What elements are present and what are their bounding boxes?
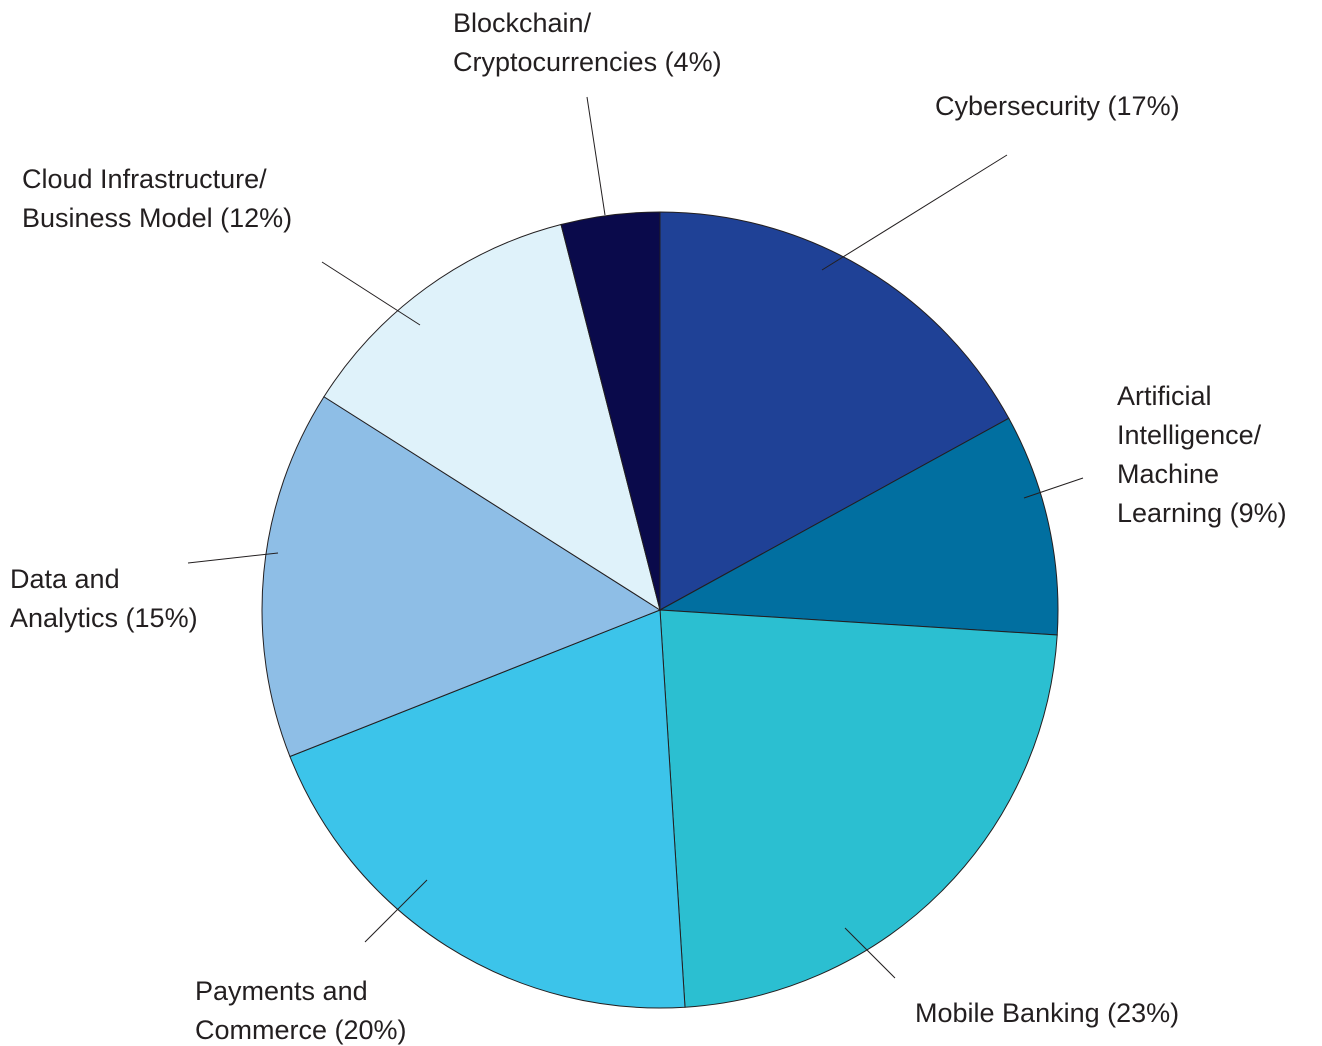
slice-label: Mobile Banking (23%) (915, 998, 1179, 1028)
pie-slice (560, 211, 661, 611)
slice-label: Learning (9%) (1117, 498, 1287, 528)
slice-label: Business Model (12%) (22, 203, 292, 233)
slice-label: Machine (1117, 459, 1219, 489)
leader-line (821, 154, 1008, 271)
pie-slice (659, 609, 1058, 1008)
pie-slice (658, 417, 1059, 636)
leader-line (187, 552, 279, 564)
leader-line (321, 261, 421, 326)
slice-label: Cryptocurrencies (4%) (453, 47, 722, 77)
leader-line (586, 96, 606, 216)
slice-label: Payments and (195, 976, 368, 1006)
leader-line (844, 927, 896, 979)
slice-label: Blockchain/ (453, 8, 592, 38)
slice-label: Artificial (1117, 381, 1212, 411)
slice-label: Data and (10, 564, 120, 594)
slice-label: Analytics (15%) (10, 603, 198, 633)
slice-label: Intelligence/ (1117, 420, 1262, 450)
slice-label: Cloud Infrastructure/ (22, 164, 267, 194)
pie-slice (261, 396, 662, 758)
leader-line (1023, 477, 1084, 499)
slice-label: Cybersecurity (17%) (935, 91, 1180, 121)
pie-slice (289, 609, 686, 1009)
leader-line (364, 879, 428, 943)
pie-slice (323, 223, 661, 612)
slice-label: Commerce (20%) (195, 1015, 407, 1045)
pie-slice (659, 211, 1010, 611)
